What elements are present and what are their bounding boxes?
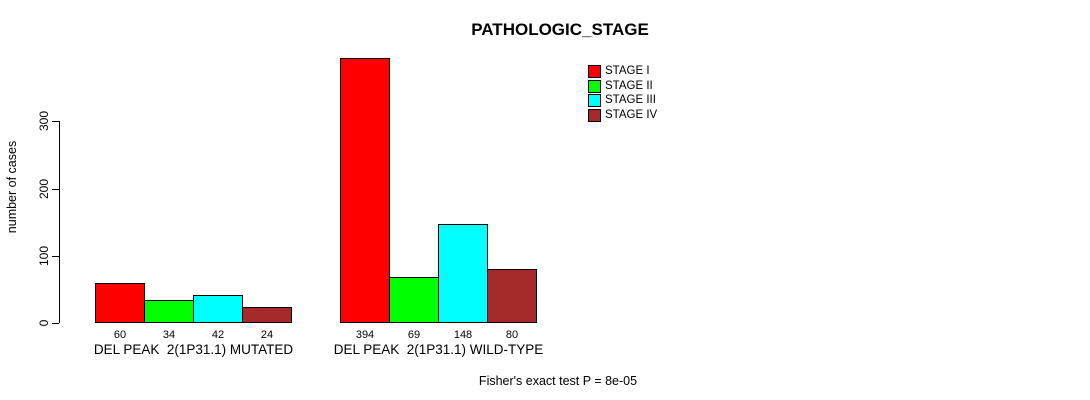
bar-value-label: 34 [162,329,176,341]
legend-item: STAGE III [588,94,657,107]
group-label: DEL PEAK 2(1P31.1) MUTATED [93,342,294,357]
bar-value-label: 42 [211,329,225,341]
bar-stage-i [340,58,390,323]
y-axis-label: number of cases [5,140,19,234]
y-tick-mark [52,256,59,257]
bar-value-label: 69 [407,329,421,341]
legend-swatch-icon [588,94,601,107]
bar-value-label: 80 [505,329,519,341]
y-tick-label: 100 [37,245,51,267]
legend-label: STAGE IV [605,108,658,121]
legend-label: STAGE II [605,79,653,92]
legend-item: STAGE I [588,65,657,78]
legend: STAGE I STAGE II STAGE III STAGE IV [588,65,657,122]
bar-stage-i [95,283,145,323]
fisher-test-annotation: Fisher's exact test P = 8e-05 [478,374,638,388]
legend-swatch-icon [588,108,601,122]
bar-value-label: 60 [113,329,127,341]
legend-label: STAGE III [605,94,656,106]
y-tick-label: 0 [37,319,51,327]
bar-stage-iv [242,307,292,323]
legend-swatch-icon [588,79,601,93]
bar-stage-ii [389,277,439,323]
y-tick-label: 300 [37,110,51,132]
y-tick-label: 200 [37,178,51,200]
legend-item: STAGE II [588,79,657,93]
bar-stage-iii [438,224,488,323]
bar-value-label: 394 [355,329,375,341]
bar-stage-iii [193,295,243,323]
bar-stage-ii [144,300,194,323]
bar-value-label: 24 [260,329,274,341]
group-label: DEL PEAK 2(1P31.1) WILD-TYPE [333,342,544,357]
y-axis-line [59,121,60,323]
bar-value-label: 148 [453,329,473,341]
legend-label: STAGE I [605,65,650,77]
y-tick-mark [52,323,59,324]
chart-title: PATHOLOGIC_STAGE [471,20,649,39]
legend-item: STAGE IV [588,108,658,122]
bar-stage-iv [487,269,537,323]
y-tick-mark [52,189,59,190]
legend-swatch-icon [588,65,601,78]
y-tick-mark [52,121,59,122]
